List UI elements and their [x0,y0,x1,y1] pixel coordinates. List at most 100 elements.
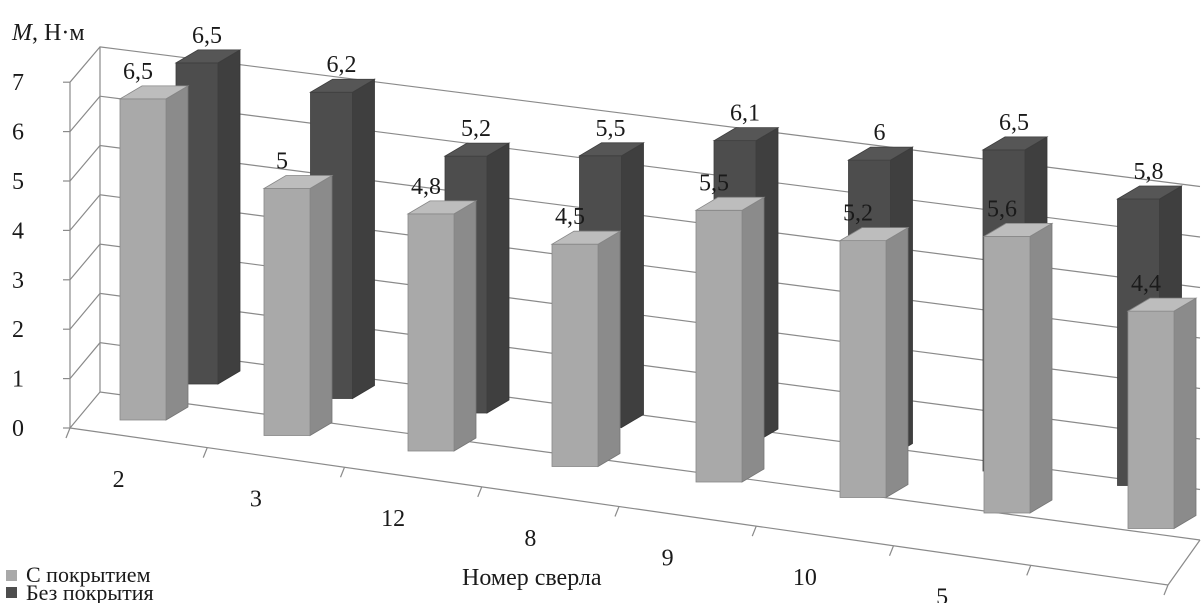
bar-uncoated-face [578,142,645,157]
bar-coated-face [885,226,909,499]
bar-uncoated-face [621,142,644,429]
legend-swatch-coated [6,570,17,581]
x-tick-label: 3 [250,487,262,513]
y-tick-label: 0 [12,416,24,442]
x-tick [477,486,483,498]
data-label-uncoated: 6,5 [999,110,1029,136]
bar-coated-face [406,200,478,215]
y-tick-label: 7 [12,70,24,96]
bar-coated [406,200,478,452]
data-label-uncoated: 6,1 [730,101,760,127]
data-label-coated: 4,5 [555,204,585,230]
data-label-coated: 4,8 [411,174,441,200]
bar-coated-face [983,235,1031,514]
bar-coated-face [838,227,910,242]
bar-coated-face [597,230,621,468]
bar-coated [982,222,1054,514]
y-axis-title: M, Н·м [11,20,85,46]
data-label-coated: 6,5 [123,59,153,85]
x-tick-label: 2 [113,467,125,493]
data-label-uncoated: 5,5 [596,116,626,142]
bar-coated [550,230,622,468]
bar-uncoated-face [309,78,376,93]
bar-uncoated-face [1116,185,1183,200]
bar-coated-face [119,98,167,421]
y-tick-label: 4 [12,218,24,244]
bar-uncoated-face [712,127,780,142]
data-label-uncoated: 6 [874,120,886,146]
bar-coated [838,226,910,499]
data-label-coated: 5,2 [843,201,873,227]
data-label-coated: 5,6 [987,196,1017,222]
bar-coated-face [309,174,333,437]
bar-coated-face [118,85,190,100]
bar-coated [1126,297,1198,530]
bar-coated-face [263,188,311,436]
legend-swatch-uncoated [6,587,17,598]
bar-coated-face [165,85,189,421]
bar-coated-face [1127,310,1175,529]
y-tick-label: 1 [12,367,24,393]
x-tick-label: 8 [524,526,536,552]
bar-coated [694,196,766,483]
bar-coated-face [551,243,599,467]
data-label-uncoated: 5,2 [461,116,491,142]
legend: С покрытием Без покрытия [6,562,154,603]
data-label-coated: 5,5 [699,170,729,196]
x-tick [339,467,346,478]
bar-coated-face [407,213,455,452]
legend-label-uncoated: Без покрытия [26,580,154,603]
bar-coated-face [694,196,766,211]
data-label-uncoated: 6,5 [192,23,222,49]
bar-coated-face [1126,297,1198,312]
bar-uncoated-face [847,146,914,161]
x-tick [202,447,208,458]
data-label-uncoated: 6,2 [327,52,357,78]
legend-label-coated: С покрытием [26,562,151,587]
bars [118,49,1198,530]
y-tick-label: 3 [12,268,24,294]
y-tick-label: 2 [12,317,24,343]
bar-coated-face [453,200,477,452]
gridlines [69,46,1201,541]
floor-edge [1167,539,1201,586]
x-tick-label: 12 [381,506,405,532]
bar-coated-face [695,209,743,483]
data-label-coated: 5 [276,149,288,175]
x-tick [614,506,620,517]
axes: 0123456723128910513 [12,70,1201,603]
x-tick-label: 9 [662,545,674,571]
bar-uncoated-face [352,78,375,400]
bar-coated-face [262,175,334,189]
bar-coated [118,85,190,421]
bar-uncoated-face [981,136,1049,151]
bar-coated-face [1173,297,1197,530]
y-tick-label: 6 [12,120,24,146]
y-axis-variable: M [11,20,34,46]
x-tick-label: 5 [936,585,948,603]
bar-coated-face [741,196,765,483]
bar-uncoated-face [217,49,241,385]
y-axis-unit: , Н·м [32,20,85,46]
x-tick [888,545,895,556]
bar-uncoated-face [443,142,511,157]
bar-coated-face [1029,222,1053,514]
bar-uncoated-face [486,142,510,414]
x-tick [1163,584,1169,596]
data-label-uncoated: 5,8 [1134,159,1164,185]
x-tick [751,525,757,537]
bar-coated-face [550,230,622,245]
x-tick [65,427,71,439]
bar-coated-face [982,222,1054,237]
data-label-coated: 4,4 [1131,271,1161,297]
y-tick-label: 5 [12,169,24,195]
x-tick [1026,565,1032,576]
data-labels: 6,5 6,2 5,2 5,5 6,1 6 6,5 5,8 6,5 5 4,8 4,5 5,5 5,2 5,… [123,23,1164,297]
bar-uncoated-face [174,49,242,64]
x-tick-label: 10 [793,565,817,591]
bar-coated [262,174,334,437]
x-axis-title: Номер сверла [462,565,602,591]
bar-coated-face [839,240,887,498]
